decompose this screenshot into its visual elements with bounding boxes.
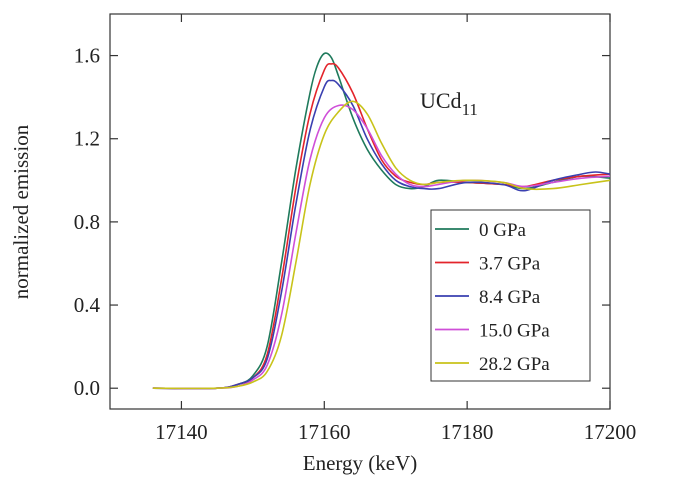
y-tick-label: 1.6 [74, 44, 100, 68]
y-tick-label: 0.4 [74, 293, 101, 317]
legend-label-0: 0 GPa [479, 220, 527, 241]
plot-area: 17140 17160 17180 17200 0.0 0.4 0.8 1.2 1.6 [74, 13, 637, 444]
series-lines [152, 52, 611, 390]
series-line-4 [152, 100, 611, 390]
x-tick-label: 17180 [441, 420, 494, 444]
legend-label-4: 28.2 GPa [479, 354, 550, 375]
x-axis-title: Energy (keV) [303, 451, 418, 475]
legend-label-2: 8.4 GPa [479, 287, 541, 308]
x-tick-label: 17160 [298, 420, 351, 444]
legend-label-3: 15.0 GPa [479, 321, 550, 342]
annotation-label: UCd11 [420, 88, 478, 119]
x-tick-label: 17140 [155, 420, 208, 444]
legend-label-1: 3.7 GPa [479, 254, 541, 275]
x-tick-label: 17200 [584, 420, 637, 444]
series-line-2 [152, 79, 611, 390]
axis-ticks: 17140 17160 17180 17200 0.0 0.4 0.8 1.2 1.6 [74, 14, 637, 444]
plot-frame [109, 13, 611, 410]
legend: 0 GPa 3.7 GPa 8.4 GPa 15.0 GPa 28.2 GPa [430, 209, 591, 382]
y-tick-label: 0.0 [74, 376, 100, 400]
y-tick-label: 0.8 [74, 210, 100, 234]
y-axis-title: normalized emission [9, 124, 33, 299]
y-tick-label: 1.2 [74, 127, 100, 151]
